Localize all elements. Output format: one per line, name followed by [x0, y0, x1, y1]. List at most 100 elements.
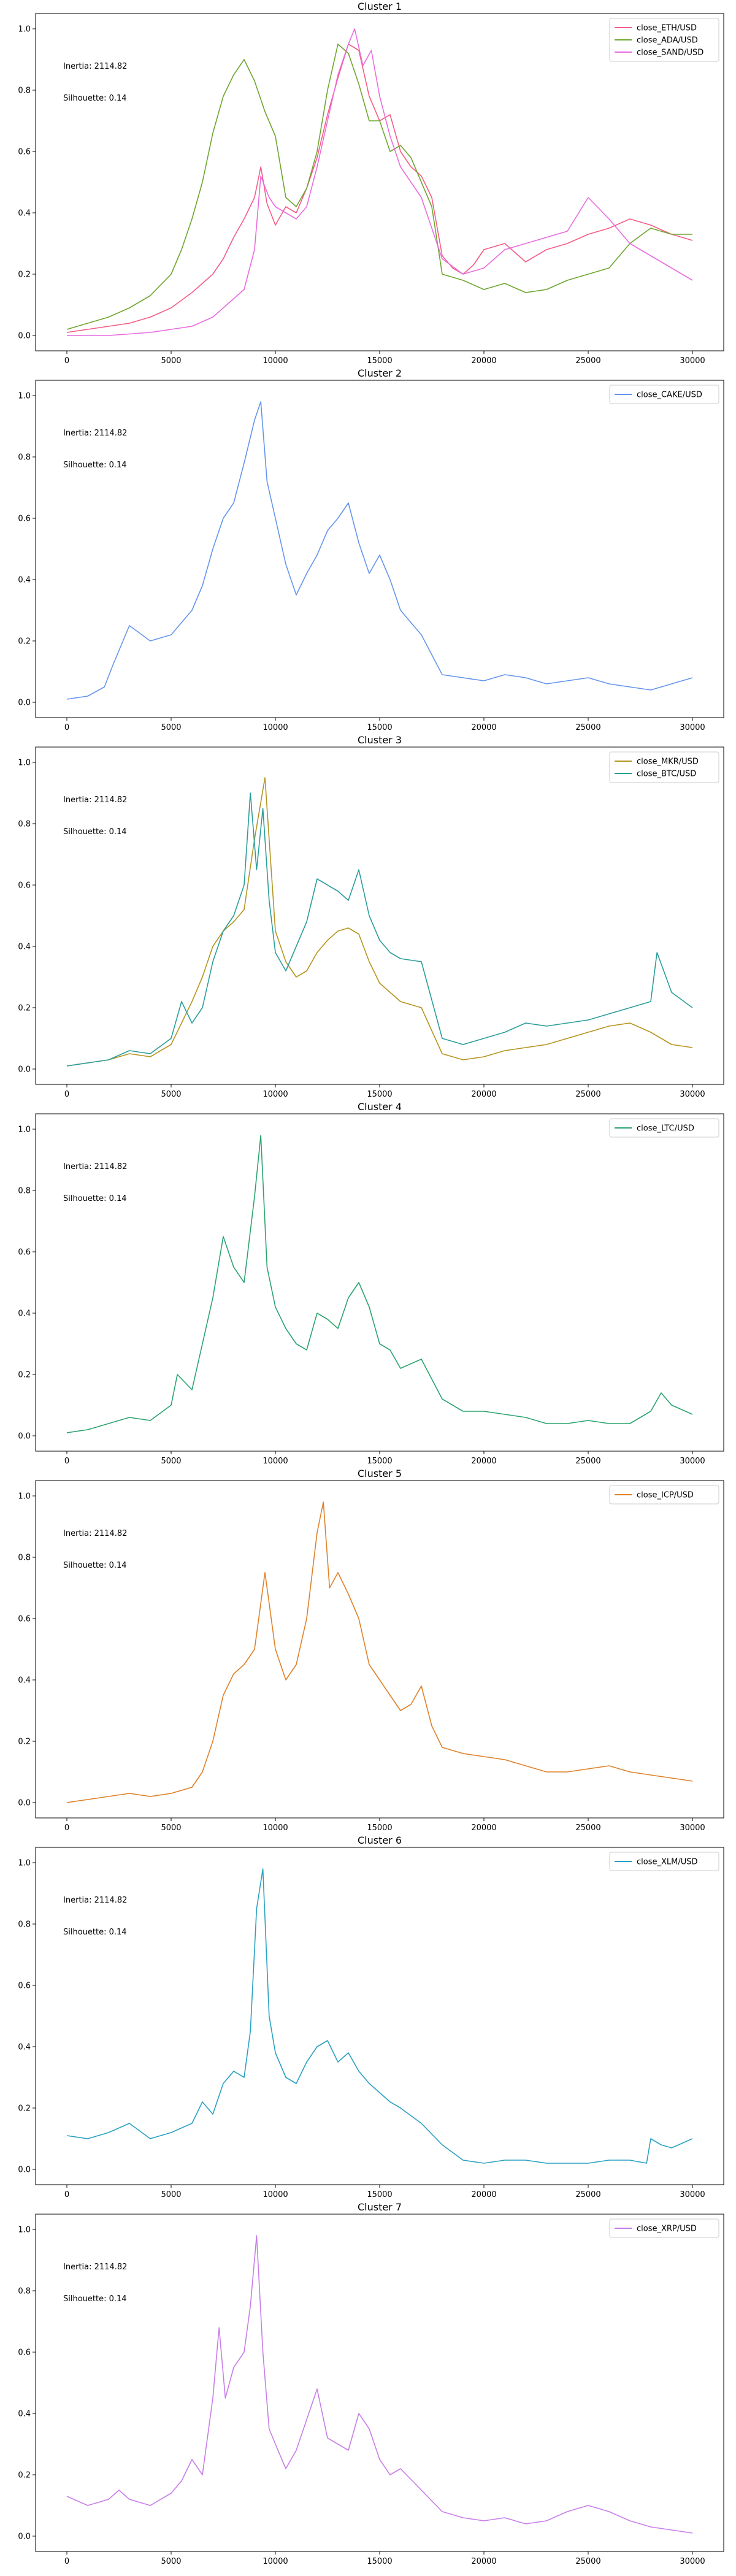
x-tick-label: 10000	[263, 1457, 288, 1466]
legend-box	[609, 2218, 719, 2238]
y-tick-label: 0.4	[18, 2410, 31, 2419]
silhouette-annotation: Silhouette: 0.14	[63, 2294, 127, 2304]
x-tick-label: 20000	[471, 1090, 496, 1099]
x-tick-label: 25000	[575, 356, 600, 366]
y-tick-label: 1.0	[18, 392, 31, 401]
y-tick-label: 0.0	[18, 2532, 31, 2542]
x-tick-label: 5000	[161, 2557, 181, 2566]
x-tick-label: 30000	[680, 356, 705, 366]
x-tick-label: 15000	[367, 2190, 392, 2199]
cluster-panel-7: Cluster 7 0 5000 10000 15000 20000 25000 30000 0…	[18, 2201, 724, 2566]
series-line-1	[66, 777, 693, 1067]
y-tick-label: 0.6	[18, 148, 31, 157]
series-line-3	[67, 28, 693, 336]
legend-box	[609, 1485, 719, 1505]
inertia-annotation: Inertia: 2114.82	[63, 1896, 127, 1905]
legend-label: close_ICP/USD	[637, 1491, 694, 1500]
y-tick-label: 0.0	[18, 1065, 31, 1075]
cluster-panel-4: Cluster 4 0 5000 10000 15000 20000 25000 30000 0…	[18, 1101, 724, 1466]
x-tick-label: 5000	[161, 1457, 181, 1466]
axes-frame	[35, 746, 724, 1085]
axes-frame	[35, 1847, 724, 2185]
series-line-1	[66, 1501, 693, 1803]
y-tick-label: 1.0	[18, 759, 31, 768]
chart-title: Cluster 3	[358, 734, 402, 746]
x-tick-label: 0	[64, 2557, 69, 2566]
chart-title: Cluster 4	[358, 1101, 402, 1113]
cluster-panel-5: Cluster 5 0 5000 10000 15000 20000 25000 30000 0…	[18, 1468, 724, 1833]
inertia-annotation: Inertia: 2114.82	[63, 429, 127, 438]
y-tick-label: 0.2	[18, 1371, 31, 1380]
x-tick-label: 5000	[161, 723, 181, 732]
series-line-1	[66, 1868, 693, 2164]
y-tick-label: 1.0	[18, 2226, 31, 2235]
x-tick-label: 20000	[471, 2190, 496, 2199]
y-tick-label: 0.4	[18, 209, 31, 218]
y-tick-label: 0.2	[18, 1738, 31, 1747]
legend-box	[609, 751, 719, 783]
legend-label: close_ADA/USD	[637, 36, 698, 45]
x-tick-label: 30000	[680, 2190, 705, 2199]
x-tick-label: 25000	[575, 1457, 600, 1466]
axes-frame	[35, 1113, 724, 1452]
y-tick-label: 1.0	[18, 1125, 31, 1135]
x-tick-label: 15000	[367, 723, 392, 732]
y-tick-label: 0.2	[18, 2104, 31, 2114]
legend: close_ETH/USD close_ADA/USD close_SAND/USD	[609, 18, 719, 62]
y-tick-label: 0.2	[18, 270, 31, 280]
x-tick-label: 10000	[263, 2190, 288, 2199]
silhouette-annotation: Silhouette: 0.14	[63, 827, 127, 837]
y-tick-label: 0.4	[18, 2043, 31, 2052]
x-tick-label: 10000	[263, 2557, 288, 2566]
x-tick-label: 15000	[367, 1457, 392, 1466]
x-tick-label: 20000	[471, 1457, 496, 1466]
x-tick-label: 30000	[680, 1457, 705, 1466]
y-tick-label: 0.4	[18, 943, 31, 952]
silhouette-annotation: Silhouette: 0.14	[63, 1194, 127, 1203]
x-tick-label: 0	[64, 1090, 69, 1099]
y-tick-label: 0.6	[18, 2348, 31, 2358]
legend-label: close_LTC/USD	[637, 1124, 694, 1133]
legend-label: close_XRP/USD	[637, 2225, 697, 2234]
x-tick-label: 20000	[471, 723, 496, 732]
chart-title: Cluster 6	[358, 1834, 402, 1846]
silhouette-annotation: Silhouette: 0.14	[63, 1561, 127, 1570]
axes-frame	[35, 2214, 724, 2552]
y-tick-label: 1.0	[18, 1492, 31, 1501]
axes-frame	[35, 13, 724, 351]
x-tick-label: 25000	[575, 2190, 600, 2199]
x-tick-label: 5000	[161, 356, 181, 366]
legend: close_XRP/USD	[609, 2218, 719, 2238]
inertia-annotation: Inertia: 2114.82	[63, 795, 127, 805]
series-line-1	[66, 44, 693, 333]
y-tick-label: 0.0	[18, 699, 31, 708]
chart-title: Cluster 7	[358, 2201, 402, 2213]
y-tick-label: 0.6	[18, 1615, 31, 1624]
y-tick-label: 0.8	[18, 1554, 31, 1563]
y-tick-label: 0.6	[18, 1982, 31, 1991]
x-tick-label: 0	[64, 723, 69, 732]
series-line-2	[66, 792, 693, 1067]
axes-frame	[35, 380, 724, 718]
inertia-annotation: Inertia: 2114.82	[63, 1529, 127, 1538]
legend-box	[609, 1118, 719, 1138]
legend-label: close_XLM/USD	[637, 1858, 698, 1867]
x-tick-label: 10000	[263, 1823, 288, 1833]
x-tick-label: 25000	[575, 2557, 600, 2566]
y-tick-label: 0.4	[18, 576, 31, 585]
y-tick-label: 0.2	[18, 637, 31, 646]
y-tick-label: 0.6	[18, 881, 31, 891]
legend: close_CAKE/USD	[609, 385, 719, 404]
silhouette-annotation: Silhouette: 0.14	[63, 94, 127, 103]
x-tick-label: 0	[64, 356, 69, 366]
legend-label: close_ETH/USD	[637, 24, 697, 33]
x-tick-label: 5000	[161, 1823, 181, 1833]
x-tick-label: 10000	[263, 356, 288, 366]
legend: close_LTC/USD	[609, 1118, 719, 1138]
y-tick-label: 0.8	[18, 86, 31, 96]
y-tick-label: 0.4	[18, 1309, 31, 1319]
y-tick-label: 0.8	[18, 820, 31, 829]
y-tick-label: 0.0	[18, 1799, 31, 1808]
x-tick-label: 25000	[575, 1823, 600, 1833]
chart-title: Cluster 5	[358, 1468, 402, 1479]
